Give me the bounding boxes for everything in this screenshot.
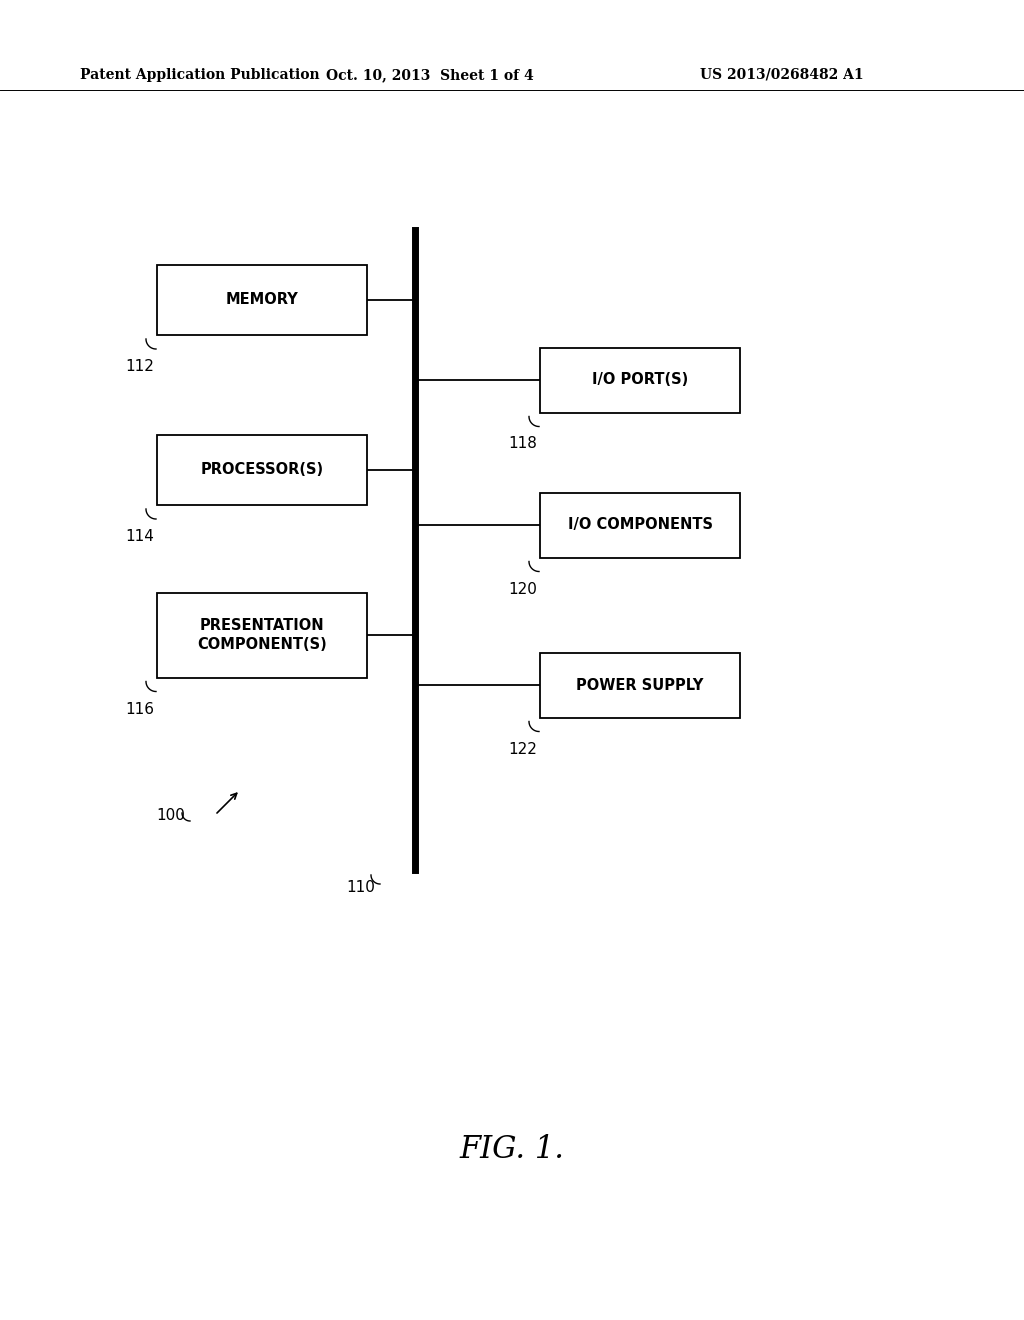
Bar — [157, 593, 367, 677]
Text: 114: 114 — [125, 529, 154, 544]
Text: 110: 110 — [346, 880, 375, 895]
Text: Oct. 10, 2013  Sheet 1 of 4: Oct. 10, 2013 Sheet 1 of 4 — [326, 69, 534, 82]
Text: PRESENTATION
COMPONENT(S): PRESENTATION COMPONENT(S) — [198, 618, 327, 652]
Bar — [540, 492, 740, 557]
Text: I/O COMPONENTS: I/O COMPONENTS — [567, 517, 713, 532]
Text: 116: 116 — [125, 701, 154, 717]
Text: 122: 122 — [508, 742, 537, 756]
Text: FIG. 1.: FIG. 1. — [460, 1134, 564, 1166]
Bar — [157, 436, 367, 506]
Bar — [540, 347, 740, 412]
Bar — [157, 265, 367, 335]
Text: MEMORY: MEMORY — [225, 293, 298, 308]
Bar — [540, 652, 740, 718]
Text: 118: 118 — [508, 437, 537, 451]
Text: US 2013/0268482 A1: US 2013/0268482 A1 — [700, 69, 863, 82]
Text: I/O PORT(S): I/O PORT(S) — [592, 372, 688, 388]
Text: 100: 100 — [156, 808, 185, 822]
Text: PROCESSOR(S): PROCESSOR(S) — [201, 462, 324, 478]
Text: POWER SUPPLY: POWER SUPPLY — [577, 677, 703, 693]
Text: Patent Application Publication: Patent Application Publication — [80, 69, 319, 82]
Text: 120: 120 — [508, 582, 537, 597]
Text: 112: 112 — [125, 359, 154, 374]
